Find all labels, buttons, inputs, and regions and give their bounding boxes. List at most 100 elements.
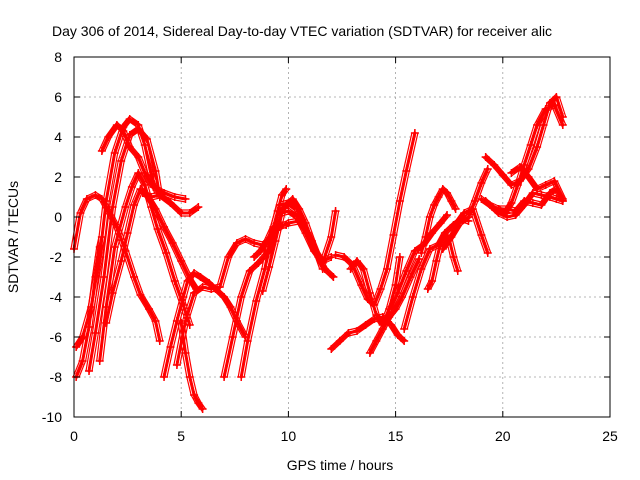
series-sat-t (346, 253, 404, 329)
data-point (179, 293, 188, 301)
data-point (537, 201, 546, 209)
data-point (155, 337, 164, 345)
series-sat-x (417, 185, 460, 257)
y-tick-label: 0 (54, 209, 62, 225)
data-point (395, 197, 404, 205)
data-point (483, 165, 492, 173)
series-line (88, 131, 161, 375)
data-point (170, 193, 179, 201)
data-point (140, 181, 149, 189)
data-point (353, 327, 362, 335)
x-tick-label: 20 (495, 428, 511, 444)
data-point (327, 233, 336, 241)
data-point (160, 373, 169, 381)
data-point (513, 181, 522, 189)
y-tick-label: 4 (54, 129, 62, 145)
data-point (125, 131, 134, 139)
data-point (168, 239, 177, 247)
data-point (417, 265, 426, 273)
data-point (468, 205, 477, 213)
data-point (295, 217, 304, 225)
data-point (254, 259, 263, 267)
data-point (149, 183, 158, 191)
data-point (387, 321, 396, 329)
data-point (400, 337, 409, 345)
data-point (372, 311, 381, 319)
data-point (346, 265, 355, 273)
series-sat-h (138, 189, 203, 217)
data-point (162, 249, 171, 257)
data-point (151, 317, 160, 325)
data-point (344, 329, 353, 337)
data-point (110, 243, 119, 251)
data-point (550, 101, 559, 109)
data-point (237, 293, 246, 301)
data-point (226, 303, 235, 311)
data-point (220, 373, 229, 381)
data-point (359, 265, 368, 273)
data-point (393, 289, 402, 297)
data-point (511, 207, 520, 215)
data-point (550, 177, 559, 185)
data-point (108, 289, 117, 297)
series-sat-k (172, 235, 274, 369)
series-sat-y (423, 231, 462, 293)
series-line (176, 241, 270, 369)
data-point (353, 257, 362, 265)
data-point (166, 343, 175, 351)
plot-frame (73, 56, 611, 418)
data-point (545, 189, 554, 197)
data-point (138, 189, 147, 197)
series-line (72, 118, 156, 348)
data-point (130, 201, 139, 209)
series-line (179, 238, 273, 366)
data-point (136, 291, 145, 299)
series-line (183, 322, 207, 410)
series-sat-ae (494, 101, 567, 217)
data-point (490, 161, 499, 169)
data-point (447, 197, 456, 205)
series-line (330, 319, 405, 353)
data-point (181, 317, 190, 325)
data-point (524, 173, 533, 181)
data-point (365, 349, 374, 357)
data-point (134, 153, 143, 161)
data-point (327, 253, 336, 261)
data-point (470, 197, 479, 205)
data-point (147, 193, 156, 201)
data-point (389, 231, 398, 239)
data-point (537, 191, 546, 199)
data-point (406, 273, 415, 281)
data-point (232, 239, 241, 247)
series-line (237, 188, 284, 378)
data-point (151, 167, 160, 175)
data-point (190, 289, 199, 297)
data-point (425, 245, 434, 253)
data-point (215, 283, 224, 291)
data-point (82, 195, 91, 203)
data-point (198, 283, 207, 291)
data-point (526, 141, 535, 149)
series-sat-b (72, 115, 162, 351)
data-point (172, 361, 181, 369)
data-point (453, 267, 462, 275)
y-tick-label: 2 (54, 169, 62, 185)
x-axis-label: GPS time / hours (287, 457, 394, 473)
data-point (498, 171, 507, 179)
data-point (183, 277, 192, 285)
data-point (277, 191, 286, 199)
data-point (134, 125, 143, 133)
series-line (497, 107, 564, 217)
data-point (528, 199, 537, 207)
series-line (330, 313, 405, 347)
y-tick-label: -6 (50, 329, 63, 345)
data-point (494, 205, 503, 213)
data-point (102, 197, 111, 205)
data-point (194, 203, 203, 211)
data-point (320, 265, 329, 273)
data-point (425, 213, 434, 221)
data-point (284, 207, 293, 215)
data-point (198, 405, 207, 413)
data-point (125, 143, 134, 151)
